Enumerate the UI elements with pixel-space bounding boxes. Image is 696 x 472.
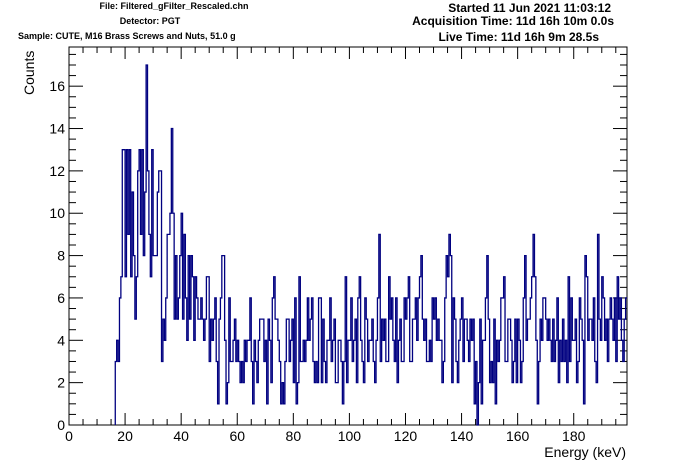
x-tick-label: 100 [338, 428, 362, 444]
plot-border [68, 46, 628, 426]
acquisition-time-label: Acquisition Time: 11d 16h 10m 0.0s [412, 14, 614, 28]
x-tick-labels: 0 20 40 60 80 100 120 140 160 180 [65, 428, 586, 444]
x-tick-label: 80 [286, 428, 302, 444]
live-time-label: Live Time: 11d 16h 9m 28.5s [438, 30, 599, 44]
x-tick-label: 40 [173, 428, 189, 444]
y-tick-label: 10 [49, 205, 65, 221]
x-tick-label: 120 [394, 428, 418, 444]
y-tick-labels: 0 2 4 6 8 10 12 14 16 [49, 78, 65, 433]
x-tick-label: 20 [117, 428, 133, 444]
file-name-label: File: Filtered_gFilter_Rescaled.chn [99, 1, 249, 11]
y-tick-label: 12 [49, 163, 65, 179]
y-tick-label: 2 [57, 375, 65, 391]
y-tick-label: 6 [57, 290, 65, 306]
y-tick-label: 0 [57, 417, 65, 433]
x-axis-title: Energy (keV) [544, 444, 626, 460]
y-axis-title: Counts [21, 51, 37, 95]
detector-label: Detector: PGT [119, 16, 181, 26]
start-time-label: Started 11 Jun 2021 11:03:12 [448, 1, 611, 15]
histogram-series-line [114, 64, 627, 426]
x-tick-label: 180 [562, 428, 586, 444]
x-tick-label: 0 [65, 428, 73, 444]
y-tick-label: 16 [49, 78, 65, 94]
x-tick-label: 160 [506, 428, 530, 444]
plot-frame [68, 46, 628, 426]
x-tick-label: 140 [450, 428, 474, 444]
x-tick-label: 60 [229, 428, 245, 444]
y-tick-label: 4 [57, 332, 65, 348]
sample-label: Sample: CUTE, M16 Brass Screws and Nuts,… [18, 31, 236, 41]
y-tick-label: 8 [57, 248, 65, 264]
y-tick-label: 14 [49, 121, 65, 137]
